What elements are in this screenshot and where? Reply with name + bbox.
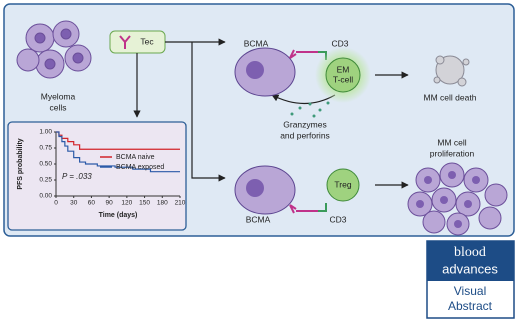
logo-brand: advances [442, 261, 498, 276]
x-tick-label: 60 [88, 200, 96, 207]
death-label: MM cell death [424, 92, 477, 102]
proliferation-label: proliferation [430, 148, 475, 158]
proliferating-cells [407, 162, 508, 236]
legend-label: BCMA exposed [116, 164, 164, 171]
nucleus [246, 179, 264, 197]
myeloma-cells [16, 20, 92, 79]
treg-cell [326, 168, 360, 202]
logo-brand: blood [454, 245, 486, 260]
logo-band [427, 241, 514, 281]
receptor [289, 49, 320, 59]
granzymes-label: and perforins [280, 130, 330, 140]
tec-label: Tec [140, 36, 154, 46]
dead-cell [433, 55, 470, 87]
receptor [318, 203, 327, 212]
y-tick-label: 0.00 [39, 193, 52, 200]
receptor [289, 204, 320, 214]
cd3-label: CD3 [331, 38, 348, 48]
granules [290, 101, 330, 118]
survival-curve [56, 131, 180, 173]
y-axis-label: PFS probability [17, 138, 24, 189]
bcma-label: BCMA [244, 38, 269, 48]
granzymes-label: Granzymes [283, 119, 326, 129]
x-tick-label: 0 [54, 200, 58, 207]
cd3-label: CD3 [329, 214, 346, 224]
mm-cell [234, 165, 296, 215]
logo-caption: Visual [454, 284, 486, 298]
legend-label: BCMA naive [116, 154, 155, 161]
y-tick-label: 0.25 [39, 177, 52, 184]
treg-label: Treg [334, 179, 351, 189]
x-tick-label: 210 [175, 200, 186, 207]
x-tick-label: 30 [70, 200, 78, 207]
y-tick-label: 1.00 [39, 129, 52, 136]
t-cell [325, 57, 361, 93]
km-chart: 0.00 0.25 0.50 0.75 1.00 0 30 60 90 120 150 180 210 T… [17, 129, 186, 219]
x-tick-label: 180 [157, 200, 168, 207]
x-tick-label: 90 [106, 200, 114, 207]
chart-panel [7, 121, 187, 231]
tec-box [109, 30, 166, 54]
tec-icon [119, 35, 131, 49]
tcell-label: EM [337, 64, 350, 74]
arrow [191, 42, 226, 182]
x-axis-label: Time (days) [99, 212, 138, 219]
myeloma-label: Myeloma [41, 91, 76, 101]
bcma-label: BCMA [246, 214, 271, 224]
y-tick-label: 0.50 [39, 161, 52, 168]
nucleus [246, 61, 264, 79]
mm-cell [234, 47, 296, 97]
x-tick-label: 120 [121, 200, 132, 207]
proliferation-label: MM cell [437, 137, 466, 147]
y-tick-label: 0.75 [39, 145, 52, 152]
x-tick-label: 150 [139, 200, 150, 207]
myeloma-label: cells [49, 102, 66, 112]
logo-caption: Abstract [448, 299, 493, 313]
tcell-label: T-cell [333, 74, 353, 84]
annotation: P = .033 [62, 172, 92, 181]
